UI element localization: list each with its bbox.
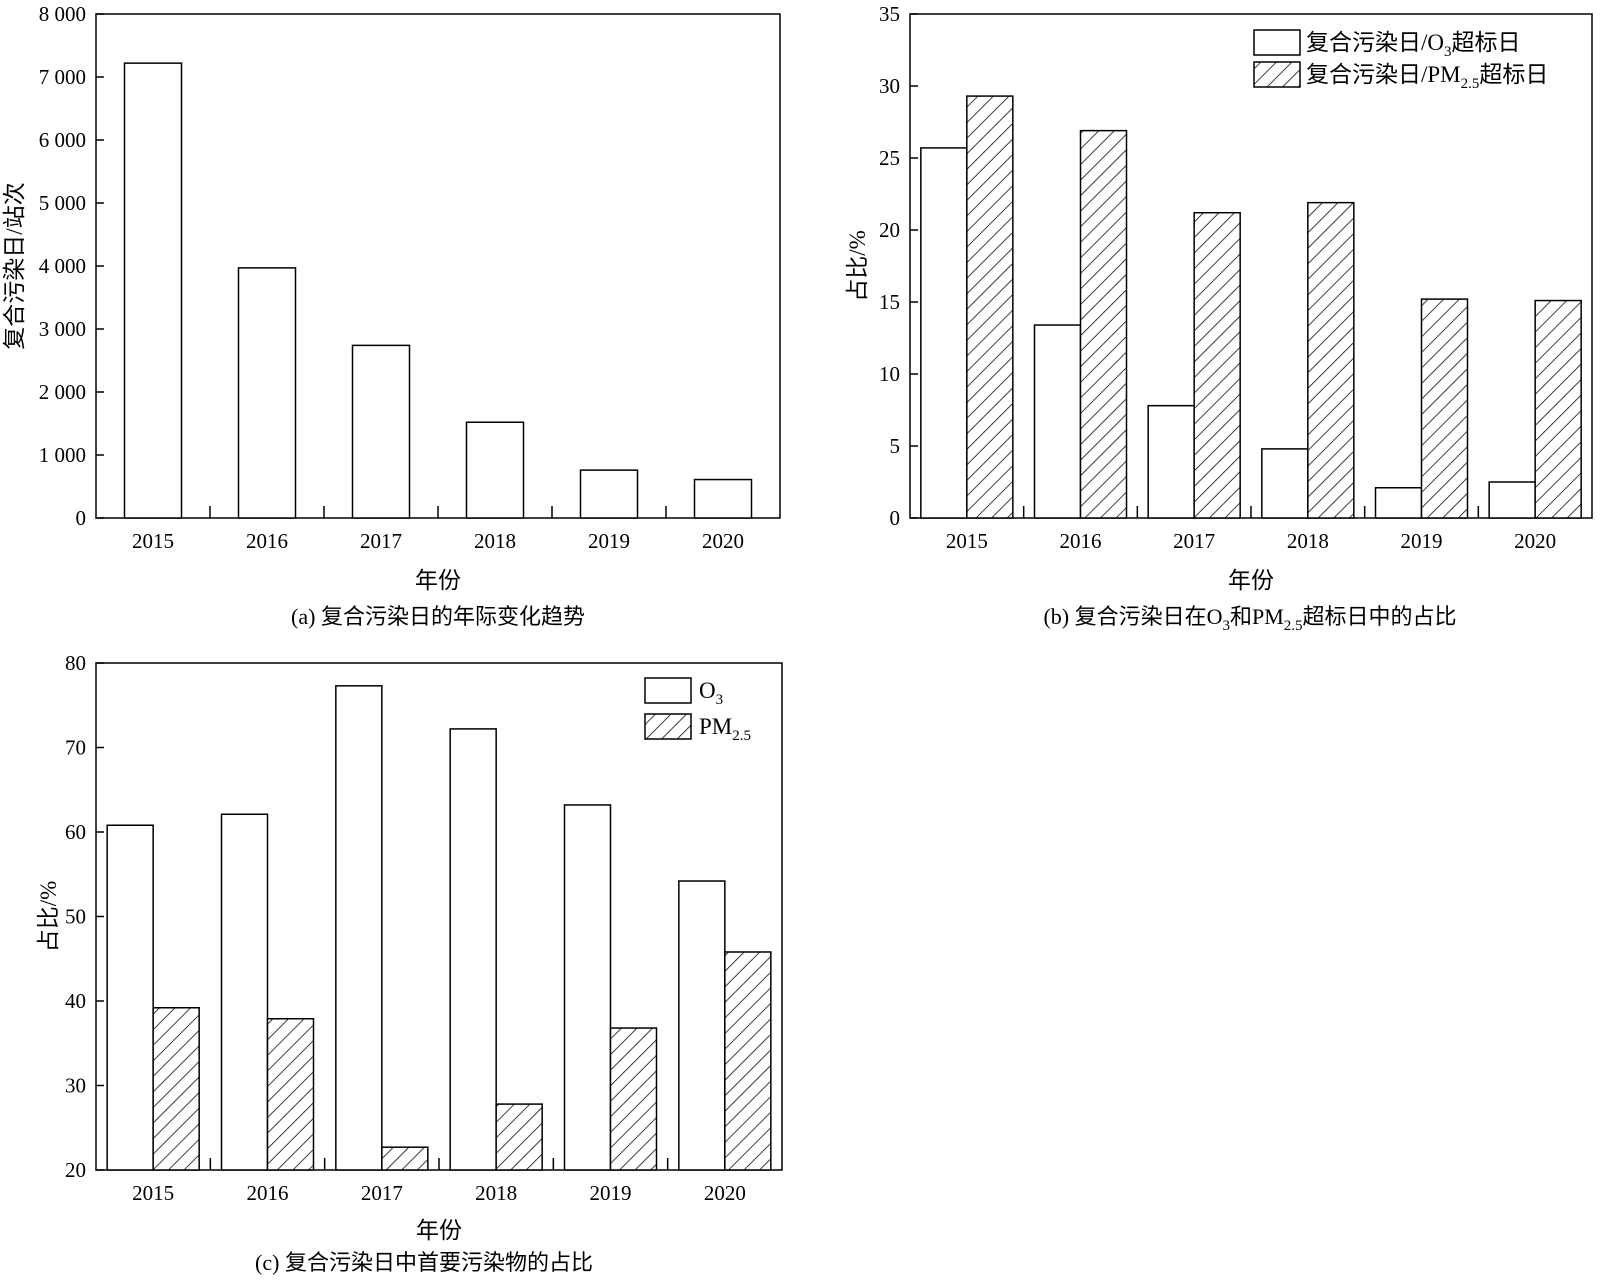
x-tick-label: 2017 [1173, 529, 1215, 553]
legend-swatch [644, 677, 692, 704]
legend-entry: 复合污染日/PM2.5超标日 [1306, 62, 1548, 92]
bar-2016-series-0 [220, 813, 269, 1171]
panel-caption: (b) 复合污染日在O3和PM2.5超标日中的占比 [1043, 604, 1456, 634]
bar-2017-series-1 [1193, 211, 1241, 519]
x-tick-label: 2018 [475, 1181, 517, 1205]
x-axis-title: 年份 [1228, 568, 1274, 593]
x-axis-title: 年份 [415, 568, 461, 593]
y-tick-label: 35 [879, 2, 900, 26]
bar-2018-series-0 [1261, 448, 1309, 519]
x-tick-label: 2015 [946, 529, 988, 553]
bar-2016-series-1 [1079, 129, 1128, 519]
x-tick-label: 2020 [704, 1181, 746, 1205]
x-tick-label: 2018 [474, 529, 516, 553]
x-tick-label: 2016 [246, 529, 288, 553]
bar-2017-series-0 [351, 344, 411, 519]
bar-2018-series-1 [495, 1103, 543, 1171]
y-tick-label: 4 000 [39, 254, 86, 278]
legend-entry: O3 [699, 678, 723, 708]
y-tick-label: 10 [879, 362, 900, 386]
bar-2018-series-0 [449, 728, 497, 1171]
x-tick-label: 2015 [132, 1181, 174, 1205]
y-tick-label: 8 000 [39, 2, 86, 26]
y-tick-label: 7 000 [39, 65, 86, 89]
x-tick-label: 2017 [361, 1181, 403, 1205]
y-tick-label: 3 000 [39, 317, 86, 341]
bar-2017-series-0 [335, 685, 383, 1171]
bar-2016-series-1 [266, 1017, 315, 1171]
x-tick-label: 2015 [132, 529, 174, 553]
y-tick-label: 70 [65, 736, 86, 760]
bar-2015-series-1 [152, 1007, 200, 1171]
bar-2020-series-0 [678, 880, 726, 1171]
chart-panel-b: 0 5 10 15 20 25 30 35 2015 2016 2017 2018 2019 2020 年份… [845, 2, 1593, 634]
y-tick-label: 40 [65, 989, 86, 1013]
x-tick-label: 2017 [360, 529, 402, 553]
x-tick-label: 2016 [1060, 529, 1102, 553]
x-tick-label: 2020 [1514, 529, 1556, 553]
x-tick-label: 2019 [588, 529, 630, 553]
bar-2015-series-0 [123, 62, 183, 519]
bar-2017-series-1 [381, 1146, 429, 1171]
bar-2019-series-0 [579, 469, 639, 519]
bar-2020-series-0 [1488, 481, 1536, 519]
panel-caption: (a) 复合污染日的年际变化趋势 [291, 604, 585, 629]
x-tick-label: 2019 [590, 1181, 632, 1205]
y-tick-label: 5 [890, 434, 901, 458]
x-tick-label: 2020 [702, 529, 744, 553]
y-tick-label: 0 [76, 506, 87, 530]
legend-swatch [1253, 61, 1301, 88]
bar-2019-series-1 [609, 1027, 658, 1171]
x-tick-label: 2018 [1287, 529, 1329, 553]
chart-panel-a: 0 1 000 2 000 3 000 4 000 5 000 6 000 7 000 8 00… [2, 2, 781, 629]
plot-frame [95, 13, 781, 519]
bar-2015-series-1 [966, 95, 1014, 519]
bar-2018-series-1 [1307, 201, 1355, 519]
legend-entry: PM2.5 [699, 714, 751, 744]
y-tick-label: 25 [879, 146, 900, 170]
bar-2017-series-0 [1147, 404, 1195, 519]
chart-panel-c: 20 30 40 50 60 70 80 2015 2016 2017 2018 2019 2020 年份… [36, 651, 783, 1275]
bar-2016-series-0 [1033, 324, 1082, 519]
y-tick-label: 50 [65, 905, 86, 929]
x-axis-title: 年份 [416, 1218, 462, 1243]
bar-2015-series-0 [106, 824, 154, 1171]
y-tick-label: 0 [890, 506, 901, 530]
bar-2016-series-0 [237, 267, 297, 519]
y-tick-label: 30 [65, 1074, 86, 1098]
y-axis-title: 占比/% [845, 230, 870, 302]
bar-2020-series-1 [1534, 299, 1582, 519]
y-axis-title: 复合污染日/站次 [2, 182, 27, 349]
y-tick-label: 20 [65, 1158, 86, 1182]
y-tick-label: 2 000 [39, 380, 86, 404]
x-tick-label: 2016 [247, 1181, 289, 1205]
bar-2015-series-0 [920, 147, 968, 519]
y-tick-label: 20 [879, 218, 900, 242]
panel-caption: (c) 复合污染日中首要污染物的占比 [255, 1250, 593, 1275]
y-tick-label: 6 000 [39, 128, 86, 152]
y-axis-title: 占比/% [36, 881, 61, 953]
y-tick-label: 15 [879, 290, 900, 314]
bar-2019-series-1 [1420, 298, 1469, 519]
y-tick-label: 30 [879, 74, 900, 98]
y-tick-label: 80 [65, 651, 86, 675]
legend: O3 PM2.5 [644, 677, 751, 744]
bar-2020-series-0 [693, 478, 753, 519]
bar-2020-series-1 [724, 951, 772, 1171]
y-tick-label: 5 000 [39, 191, 86, 215]
bar-2019-series-0 [1374, 487, 1423, 519]
bar-2019-series-0 [563, 804, 612, 1171]
y-tick-label: 60 [65, 820, 86, 844]
bar-2018-series-0 [465, 421, 525, 519]
x-tick-label: 2019 [1401, 529, 1443, 553]
legend-swatch [1253, 29, 1301, 56]
legend-swatch [644, 713, 692, 740]
y-tick-label: 1 000 [39, 443, 86, 467]
legend-entry: 复合污染日/O3超标日 [1306, 30, 1521, 60]
